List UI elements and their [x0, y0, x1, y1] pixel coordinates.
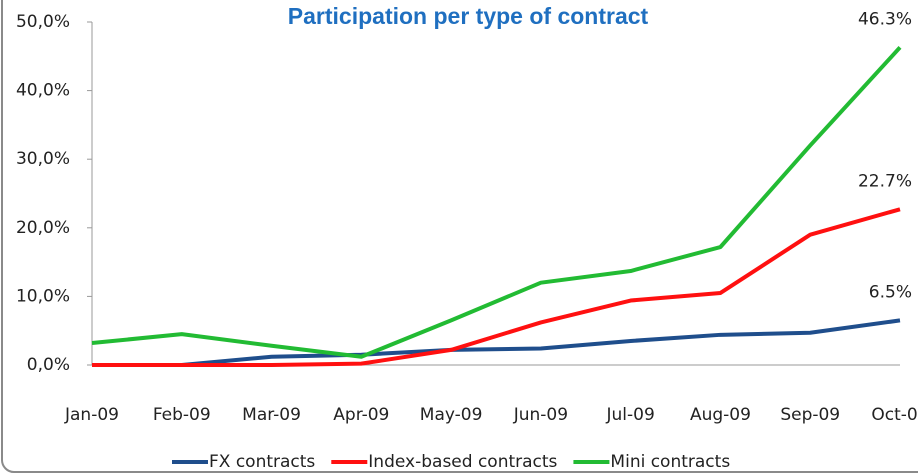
data-label: 46.3% [858, 9, 912, 29]
y-tick-label: 50,0% [16, 12, 70, 32]
legend-label: Index-based contracts [368, 452, 557, 472]
x-tick-label: May-09 [420, 405, 483, 425]
x-tick-label: Apr-09 [333, 405, 389, 425]
x-tick-label: Jun-09 [513, 405, 568, 425]
x-tick-label: Jul-09 [606, 405, 655, 425]
data-label: 22.7% [858, 171, 912, 191]
y-tick-label: 20,0% [16, 218, 70, 238]
series-line [91, 46, 902, 359]
x-tick-label: Aug-09 [690, 405, 751, 425]
legend-label: FX contracts [209, 452, 315, 472]
data-label: 6.5% [869, 282, 912, 302]
y-tick-label: 0,0% [27, 355, 70, 375]
series-line [92, 207, 901, 367]
y-tick-label: 40,0% [16, 81, 70, 101]
y-tick-label: 10,0% [16, 286, 70, 306]
x-tick-label: Feb-09 [153, 405, 211, 425]
x-tick-label: Oct-09 [871, 405, 918, 425]
y-tick-label: 30,0% [16, 149, 70, 169]
x-tick-label: Jan-09 [64, 405, 119, 425]
x-tick-label: Mar-09 [242, 405, 301, 425]
legend-label: Mini contracts [610, 452, 730, 472]
chart-title: Participation per type of contract [288, 3, 649, 29]
x-tick-label: Sep-09 [780, 405, 840, 425]
series-line [92, 318, 901, 367]
